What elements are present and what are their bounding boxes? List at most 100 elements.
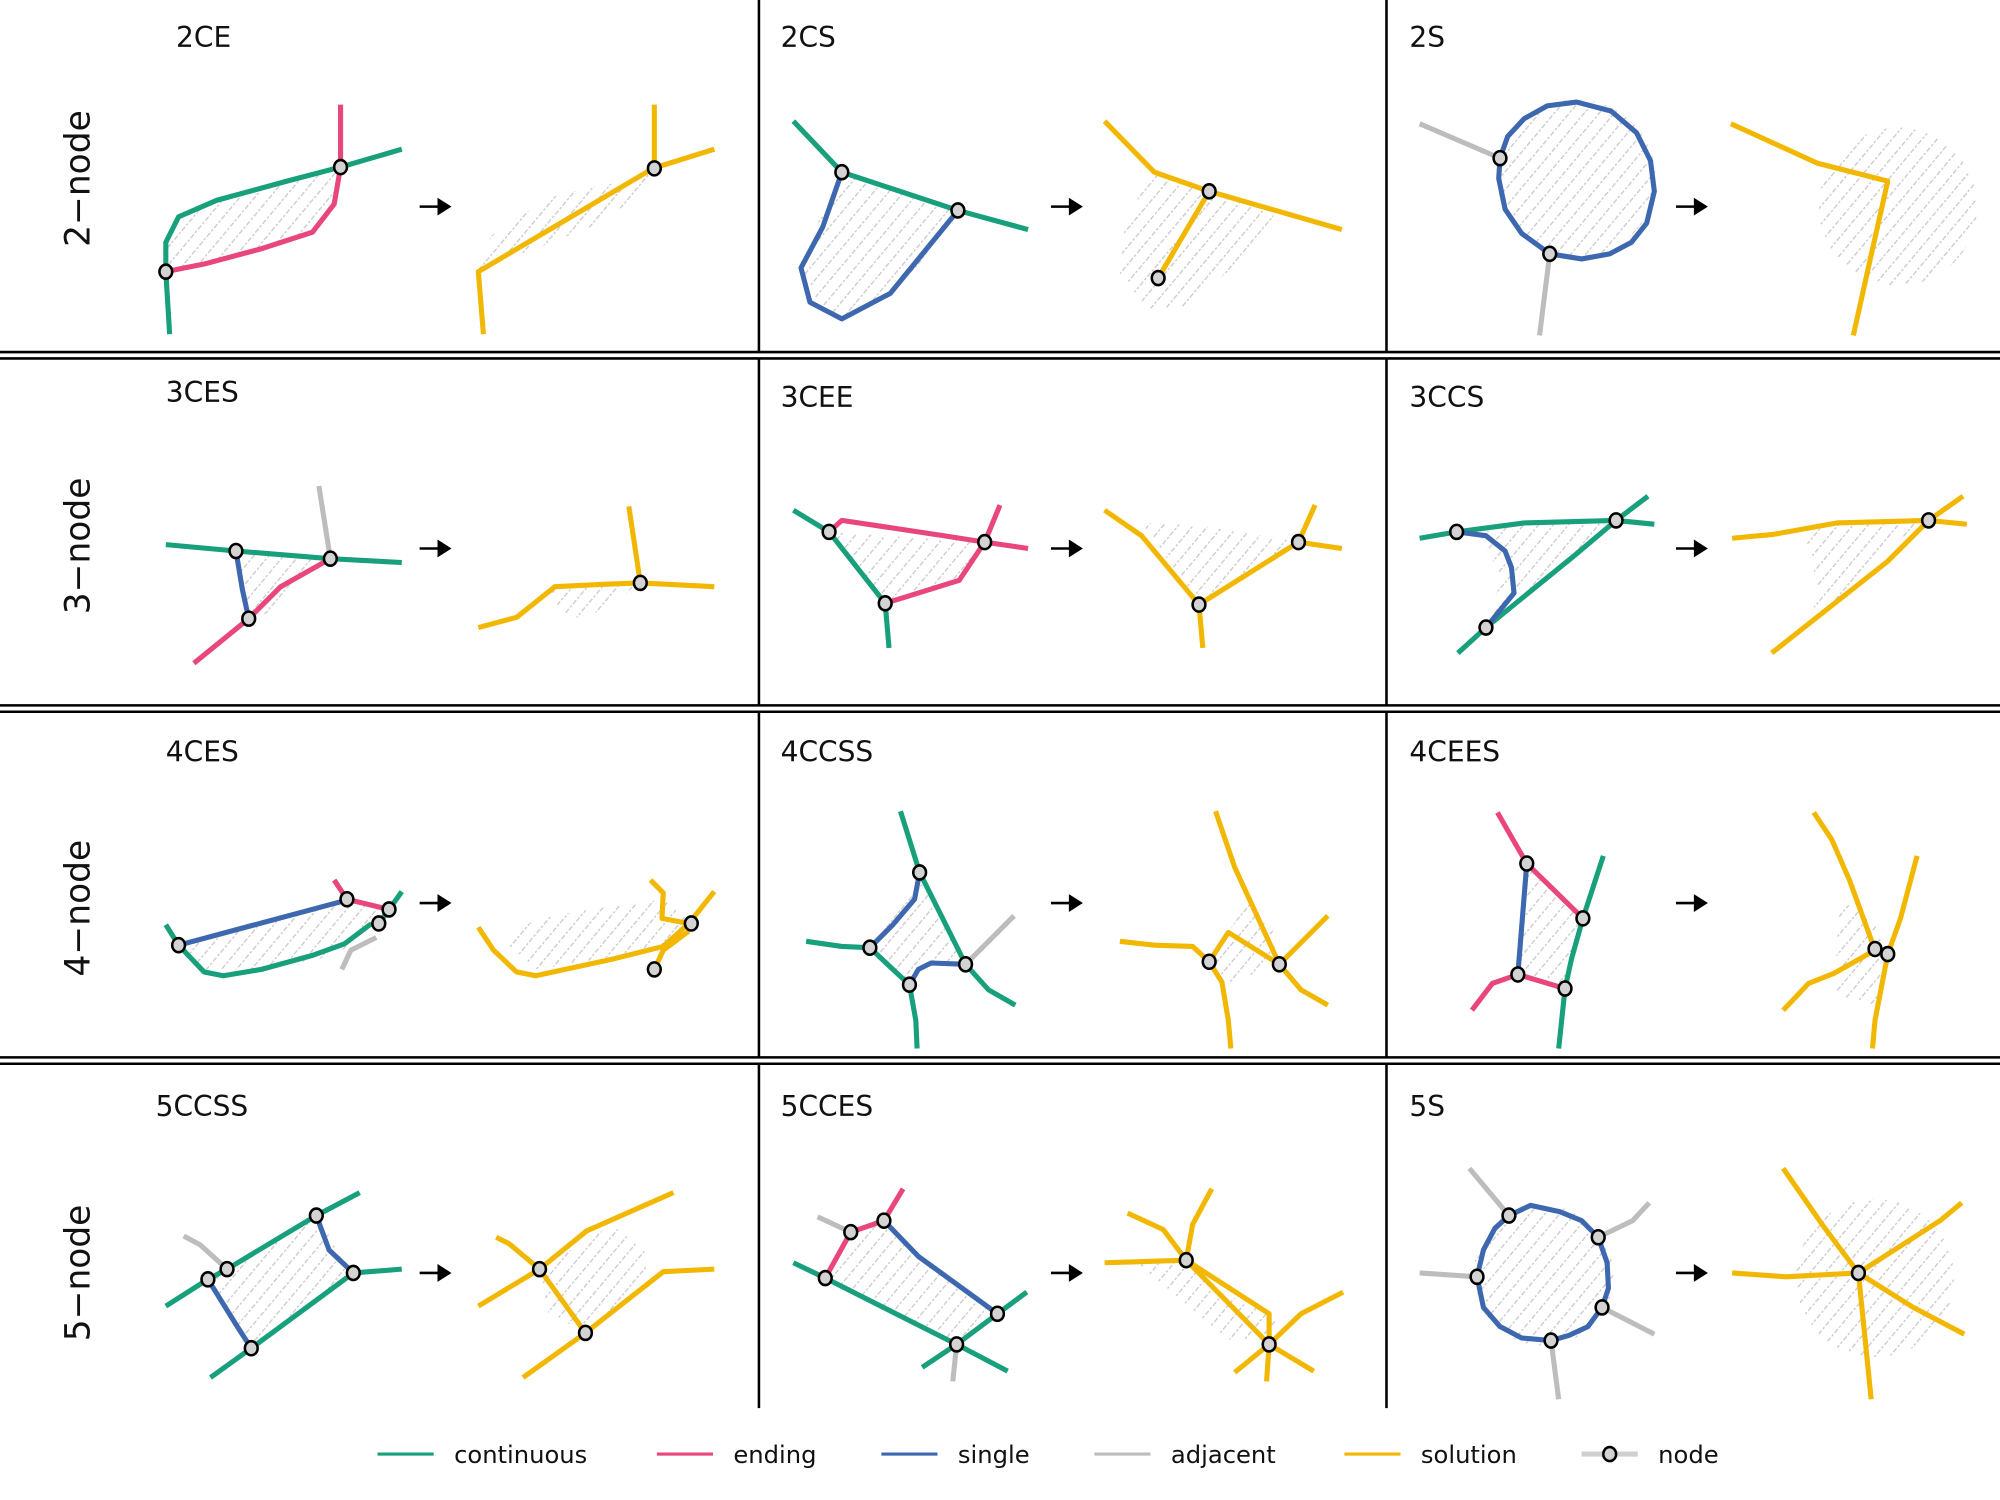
arrow-head xyxy=(437,1264,452,1282)
node-marker xyxy=(1448,523,1465,541)
node-icon xyxy=(1602,1445,1618,1463)
panel-title-4CEES: 4CEES xyxy=(1409,735,1500,768)
row-labels: 2−node 3−node 4−node 5−node xyxy=(58,110,98,1341)
node-marker xyxy=(1290,533,1307,551)
junction-area-hatch xyxy=(210,1215,354,1349)
single-edge xyxy=(868,871,923,950)
right-arrow-icon xyxy=(419,539,452,558)
solution-edge xyxy=(1857,1200,1964,1276)
junction-area-hatch xyxy=(178,899,390,970)
junction-area-hatch xyxy=(1497,99,1656,258)
solution-area-hatch xyxy=(1836,899,1888,1008)
panel-title-5CCSS: 5CCSS xyxy=(156,1090,249,1123)
panel-5S xyxy=(1419,1166,1966,1400)
adjacent-edge xyxy=(182,1233,229,1272)
single-edge xyxy=(233,550,252,620)
right-arrow-icon xyxy=(419,1264,452,1282)
node-marker xyxy=(322,550,339,567)
solution-edge xyxy=(1811,811,1878,952)
panel-title-4CCSS: 4CCSS xyxy=(781,735,874,768)
panel-titles: 2CE 2CS 2S 3CES 3CEE 3CCS 4CES 4CCSS 4CE… xyxy=(156,21,1501,1123)
single-edge xyxy=(1496,99,1657,262)
adjacent-edge xyxy=(1537,253,1553,336)
solution-area-hatch xyxy=(1135,1260,1289,1340)
single-edge xyxy=(798,171,960,322)
panel-title-2CS: 2CS xyxy=(781,21,836,54)
arrow-head xyxy=(437,197,452,216)
panel-4CES xyxy=(163,878,717,979)
panel-2CE xyxy=(158,104,716,335)
grid xyxy=(0,0,2000,1409)
arrow-head xyxy=(1693,197,1708,216)
ending-edge xyxy=(1495,811,1585,921)
solution-area-hatch xyxy=(1141,522,1299,605)
node-marker xyxy=(308,1207,324,1224)
node-marker xyxy=(977,533,993,551)
row-label-3-node: 3−node xyxy=(58,478,98,615)
solution-area-hatch xyxy=(1119,172,1276,309)
solution-area-hatch xyxy=(539,1224,651,1333)
node-marker xyxy=(821,523,837,541)
node-marker xyxy=(1920,512,1937,529)
legend-item-node: node xyxy=(1581,1441,1719,1469)
node-marker xyxy=(1492,149,1508,167)
node-marker xyxy=(241,610,257,627)
adjacent-edge xyxy=(1548,1340,1562,1400)
arrow-head xyxy=(1693,1264,1708,1282)
node-marker xyxy=(1608,512,1624,529)
ending-edge xyxy=(192,556,332,666)
node-marker xyxy=(1575,910,1591,927)
row-label-5-node: 5−node xyxy=(58,1205,98,1342)
node-marker xyxy=(219,1260,235,1278)
solution-edge xyxy=(475,146,716,335)
ending-edge xyxy=(884,504,1003,606)
solution-edge xyxy=(1731,517,1968,541)
node-marker xyxy=(989,1305,1006,1323)
legend-item-ending: ending xyxy=(656,1441,816,1469)
junction-area-hatch xyxy=(165,167,341,272)
solution-edge xyxy=(1103,508,1206,649)
continuous-edge xyxy=(805,938,920,1049)
continuous-edge xyxy=(792,1260,1009,1374)
arrow-head xyxy=(1693,894,1708,912)
panel-title-4CES: 4CES xyxy=(166,735,239,768)
continuous-edge xyxy=(1456,494,1650,655)
adjacent-edge xyxy=(963,914,1016,967)
node-marker xyxy=(957,955,974,973)
right-arrow-icon xyxy=(1676,1264,1708,1282)
legend: continuous ending single adjacent solution no… xyxy=(377,1441,1719,1469)
node-marker xyxy=(1543,1332,1559,1349)
adjacent-edge xyxy=(339,935,378,971)
node-marker xyxy=(646,160,662,177)
node-marker xyxy=(1542,245,1558,263)
legend-label: ending xyxy=(733,1441,816,1469)
single-edge xyxy=(205,1277,254,1350)
node-marker xyxy=(646,961,662,978)
junction-area-hatch xyxy=(825,1220,998,1345)
single-edge xyxy=(1515,863,1530,975)
row-label-4-node: 4−node xyxy=(58,840,98,977)
node-marker xyxy=(1594,1299,1610,1316)
continuous-edge xyxy=(920,1290,1029,1370)
node-marker xyxy=(877,595,893,612)
panel-3CCS xyxy=(1419,494,1968,656)
panel-3CEE xyxy=(792,504,1343,649)
legend-item-solution: solution xyxy=(1344,1441,1517,1469)
node-marker xyxy=(1478,619,1494,636)
node-marker xyxy=(1191,596,1207,613)
node-marker xyxy=(200,1271,216,1288)
panel-title-5CCES: 5CCES xyxy=(781,1090,874,1123)
solution-edge xyxy=(1155,190,1212,280)
node-marker xyxy=(1867,940,1883,958)
node-marker xyxy=(345,1264,361,1282)
junction-area-hatch xyxy=(801,172,958,319)
single-edge xyxy=(907,960,966,986)
solution-edge xyxy=(1183,1187,1214,1261)
single-edge xyxy=(313,1214,356,1275)
node-marker xyxy=(843,1223,859,1241)
solution-edge xyxy=(1731,1270,1859,1280)
junction-area-hatch xyxy=(869,872,966,985)
node-marker xyxy=(1510,966,1526,983)
solution-edge xyxy=(1781,1166,1861,1275)
solution-edge xyxy=(1770,494,1965,656)
